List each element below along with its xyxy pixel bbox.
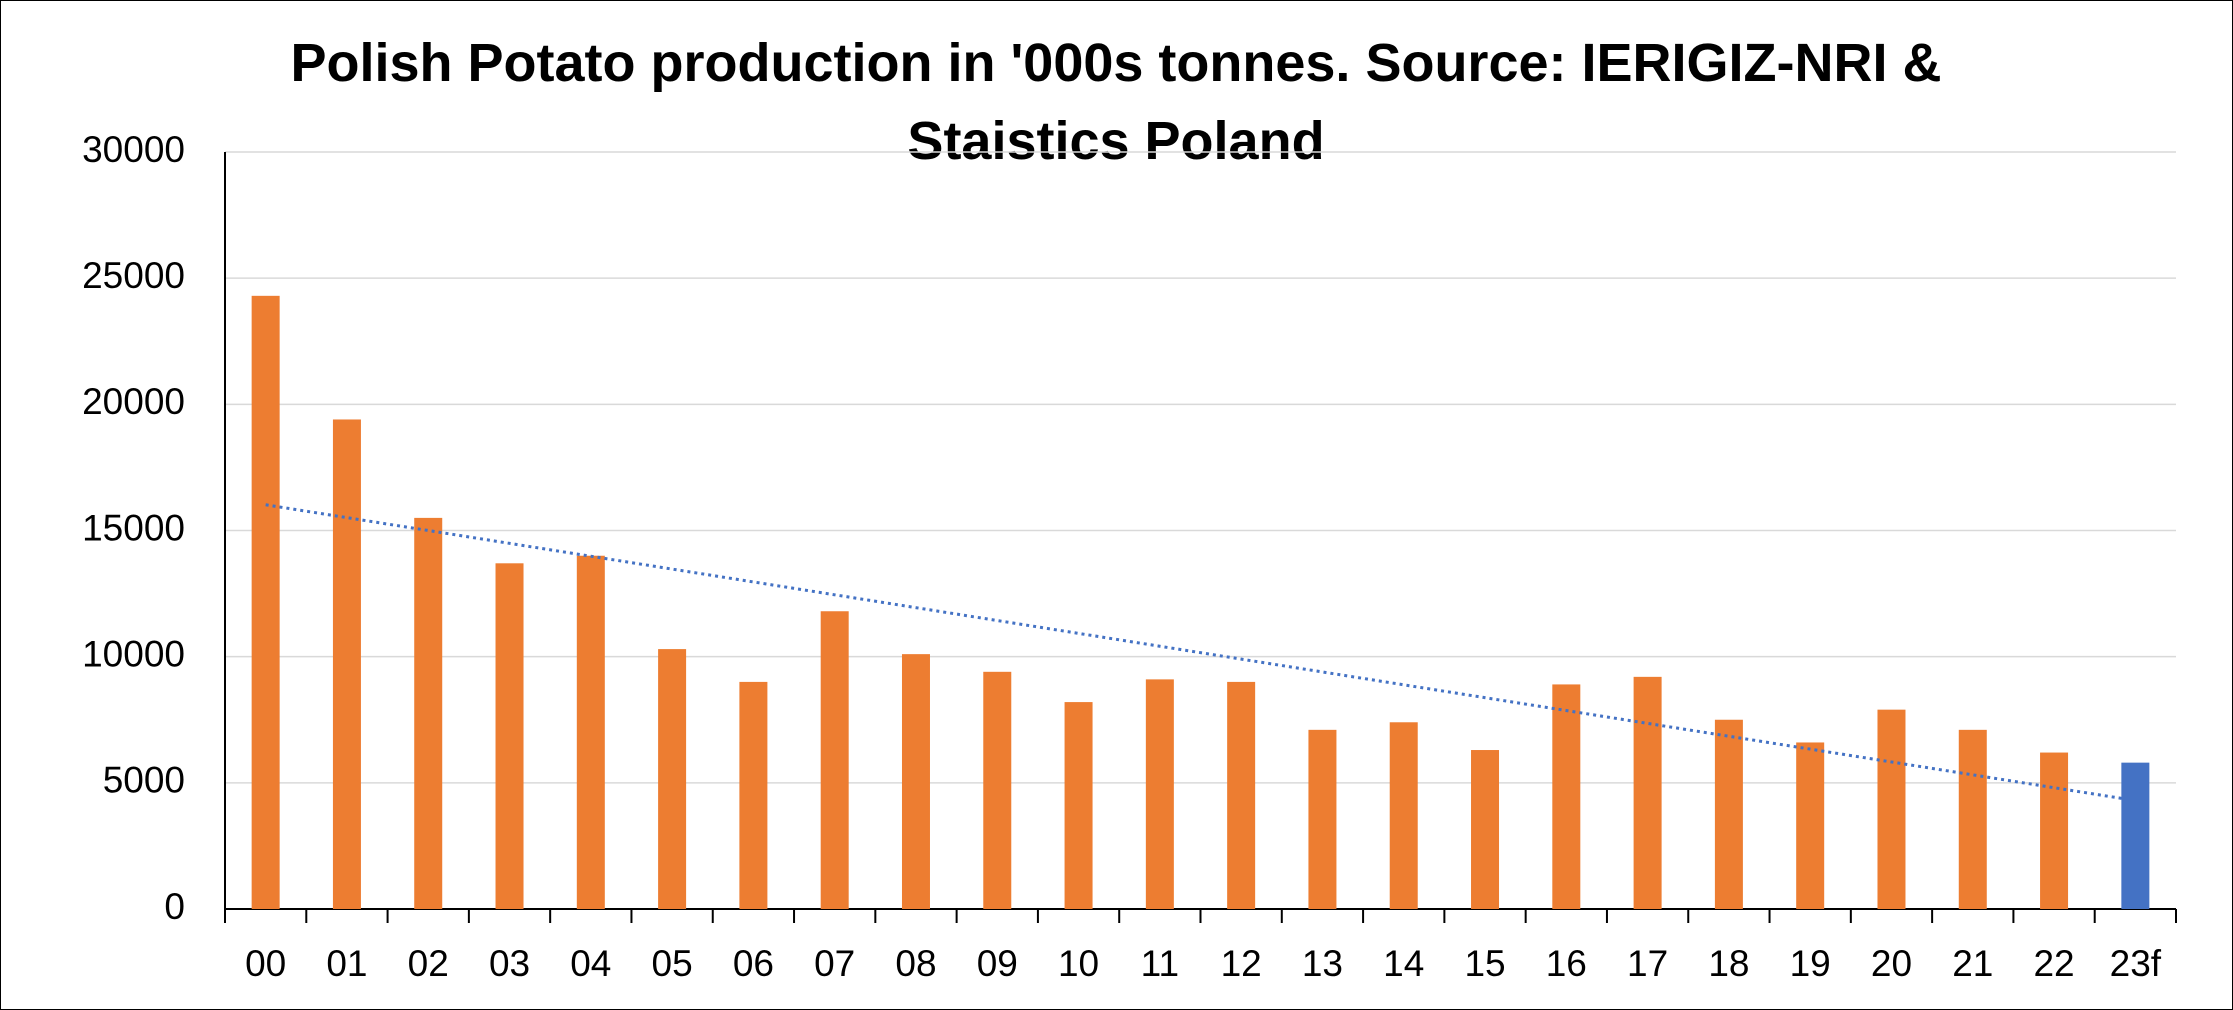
bar — [332, 419, 361, 909]
y-tick-label: 25000 — [82, 255, 185, 296]
bar — [658, 649, 687, 909]
x-tick-label: 22 — [2033, 943, 2074, 984]
x-tick-label: 05 — [652, 943, 693, 984]
bar — [1227, 681, 1256, 909]
x-tick-label: 11 — [1141, 943, 1179, 984]
y-tick-label: 30000 — [82, 129, 185, 170]
bar — [1958, 729, 1987, 909]
bar — [1796, 742, 1825, 909]
bar — [1877, 709, 1906, 909]
x-tick-label: 08 — [895, 943, 936, 984]
chart-title: Polish Potato production in '000s tonnes… — [290, 33, 1942, 171]
bar — [251, 295, 280, 910]
x-tick-label: 20 — [1871, 943, 1912, 984]
bar — [1389, 722, 1418, 909]
x-tick-label: 02 — [408, 943, 449, 984]
x-tick-label: 07 — [814, 943, 855, 984]
x-tick-label: 14 — [1383, 943, 1424, 984]
trend-line — [265, 503, 2136, 803]
bar — [576, 555, 605, 909]
y-tick-label: 5000 — [103, 760, 185, 801]
x-tick-label: 13 — [1302, 943, 1343, 984]
x-tick-label: 21 — [1952, 943, 1993, 984]
bar — [2040, 752, 2069, 909]
bar — [495, 563, 524, 909]
bar — [1714, 719, 1743, 909]
bar — [901, 654, 930, 909]
bar — [1552, 684, 1581, 909]
bar — [2121, 762, 2150, 909]
bar — [1064, 702, 1093, 909]
bar — [1633, 676, 1662, 909]
x-tick-label: 09 — [977, 943, 1018, 984]
y-tick-label: 20000 — [82, 381, 185, 422]
x-tick-label: 17 — [1627, 943, 1668, 984]
x-tick-label: 12 — [1221, 943, 1262, 984]
bar — [820, 611, 849, 909]
x-tick-label: 03 — [489, 943, 530, 984]
bar — [983, 671, 1012, 909]
x-tick-label: 10 — [1058, 943, 1099, 984]
x-tick-label: 04 — [570, 943, 611, 984]
y-tick-label: 0 — [164, 886, 185, 927]
bar — [1471, 750, 1500, 909]
bar — [1145, 679, 1174, 909]
x-tick-label: 23f — [2110, 943, 2162, 984]
x-tick-label: 06 — [733, 943, 774, 984]
bar — [739, 681, 768, 909]
x-tick-label: 15 — [1464, 943, 1505, 984]
bar — [1308, 729, 1337, 909]
x-tick-label: 19 — [1790, 943, 1831, 984]
bar — [414, 517, 443, 909]
y-tick-label: 15000 — [82, 507, 185, 548]
x-tick-label: 18 — [1708, 943, 1749, 984]
x-tick-label: 01 — [326, 943, 367, 984]
y-tick-label: 10000 — [82, 633, 185, 674]
x-tick-label: 16 — [1546, 943, 1587, 984]
x-tick-label: 00 — [245, 943, 286, 984]
